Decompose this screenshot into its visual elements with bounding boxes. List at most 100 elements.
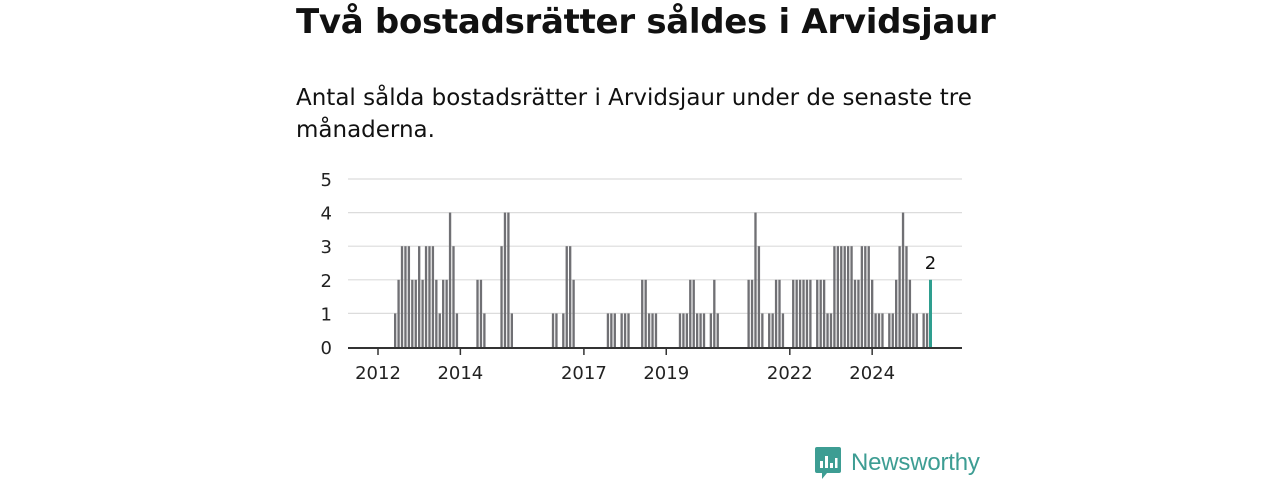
bar — [641, 279, 644, 347]
bar — [445, 279, 448, 347]
bar — [805, 279, 809, 347]
bar — [829, 313, 833, 347]
bar — [397, 279, 400, 347]
bar — [702, 313, 706, 347]
bar — [414, 279, 417, 347]
bar — [435, 279, 438, 347]
brand-name: Newsworthy — [851, 449, 980, 476]
bar — [689, 279, 692, 347]
bar — [404, 246, 407, 347]
bar — [754, 212, 757, 347]
bar — [901, 212, 905, 347]
bar — [908, 279, 912, 347]
bar — [565, 246, 568, 347]
bar — [613, 313, 616, 347]
bar — [562, 313, 565, 347]
bar — [840, 246, 843, 347]
bar — [442, 279, 445, 347]
bar — [713, 279, 716, 347]
bar — [795, 279, 798, 347]
y-tick-label: 4 — [321, 204, 332, 225]
bar — [620, 313, 623, 347]
bar — [905, 246, 908, 347]
bar — [860, 246, 864, 347]
bar — [850, 246, 853, 347]
bar — [877, 313, 881, 347]
bar — [407, 246, 411, 347]
bar — [747, 279, 750, 347]
bar — [895, 279, 898, 347]
bar — [843, 246, 846, 347]
bar — [651, 313, 654, 347]
bar — [929, 279, 932, 347]
bar — [421, 279, 424, 347]
bar — [870, 279, 874, 347]
bar — [853, 279, 857, 347]
bar — [418, 246, 421, 347]
bar — [627, 313, 630, 347]
bar — [483, 313, 486, 347]
bar — [750, 279, 754, 347]
bar — [809, 279, 812, 347]
x-tick-label: 2022 — [767, 363, 813, 384]
bar — [606, 313, 610, 347]
bar — [781, 313, 785, 347]
bar — [819, 279, 822, 347]
x-tick-label: 2024 — [849, 363, 895, 384]
y-tick-label: 1 — [321, 304, 332, 325]
bar — [555, 313, 558, 347]
chart-subtitle: Antal sålda bostadsrätter i Arvidsjaur u… — [296, 85, 972, 143]
bar — [479, 279, 483, 347]
bar — [709, 313, 713, 347]
y-tick-label: 0 — [321, 338, 332, 359]
bar — [455, 313, 459, 347]
bar — [682, 313, 685, 347]
bar — [647, 313, 651, 347]
bar — [864, 246, 867, 347]
bar — [857, 279, 860, 347]
bar — [411, 279, 414, 347]
bar — [912, 313, 915, 347]
y-tick-label: 5 — [321, 170, 332, 191]
bar — [874, 313, 877, 347]
bar — [572, 279, 575, 347]
bar — [644, 279, 647, 347]
bar — [891, 313, 894, 347]
y-tick-label: 3 — [321, 237, 332, 258]
bar — [915, 313, 918, 347]
bar — [507, 212, 510, 347]
bar — [476, 279, 479, 347]
bar — [569, 246, 572, 347]
x-tick-label: 2017 — [561, 363, 607, 384]
bar — [695, 313, 699, 347]
bar — [888, 313, 891, 347]
bar — [816, 279, 819, 347]
bar — [431, 246, 435, 347]
bar — [623, 313, 627, 347]
bar — [774, 279, 778, 347]
bar — [761, 313, 764, 347]
bar — [500, 246, 503, 347]
data-label: 2 — [925, 253, 936, 274]
bar — [802, 279, 805, 347]
bar — [867, 246, 870, 347]
bar — [424, 246, 428, 347]
bar — [503, 212, 507, 347]
x-tick-label: 2019 — [643, 363, 689, 384]
bar — [551, 313, 555, 347]
bar — [771, 313, 774, 347]
bar — [778, 279, 781, 347]
newsworthy-brand: Newsworthy — [814, 446, 980, 480]
chart-title: Två bostadsrätter såldes i Arvidsjaur — [296, 2, 996, 42]
bar — [826, 313, 829, 347]
bar — [400, 246, 404, 347]
bar — [798, 279, 802, 347]
bar — [428, 246, 431, 347]
bar — [922, 313, 925, 347]
bar — [757, 246, 761, 347]
bar — [610, 313, 613, 347]
bar — [716, 313, 719, 347]
bar — [836, 246, 840, 347]
bar — [678, 313, 682, 347]
bar — [452, 246, 455, 347]
